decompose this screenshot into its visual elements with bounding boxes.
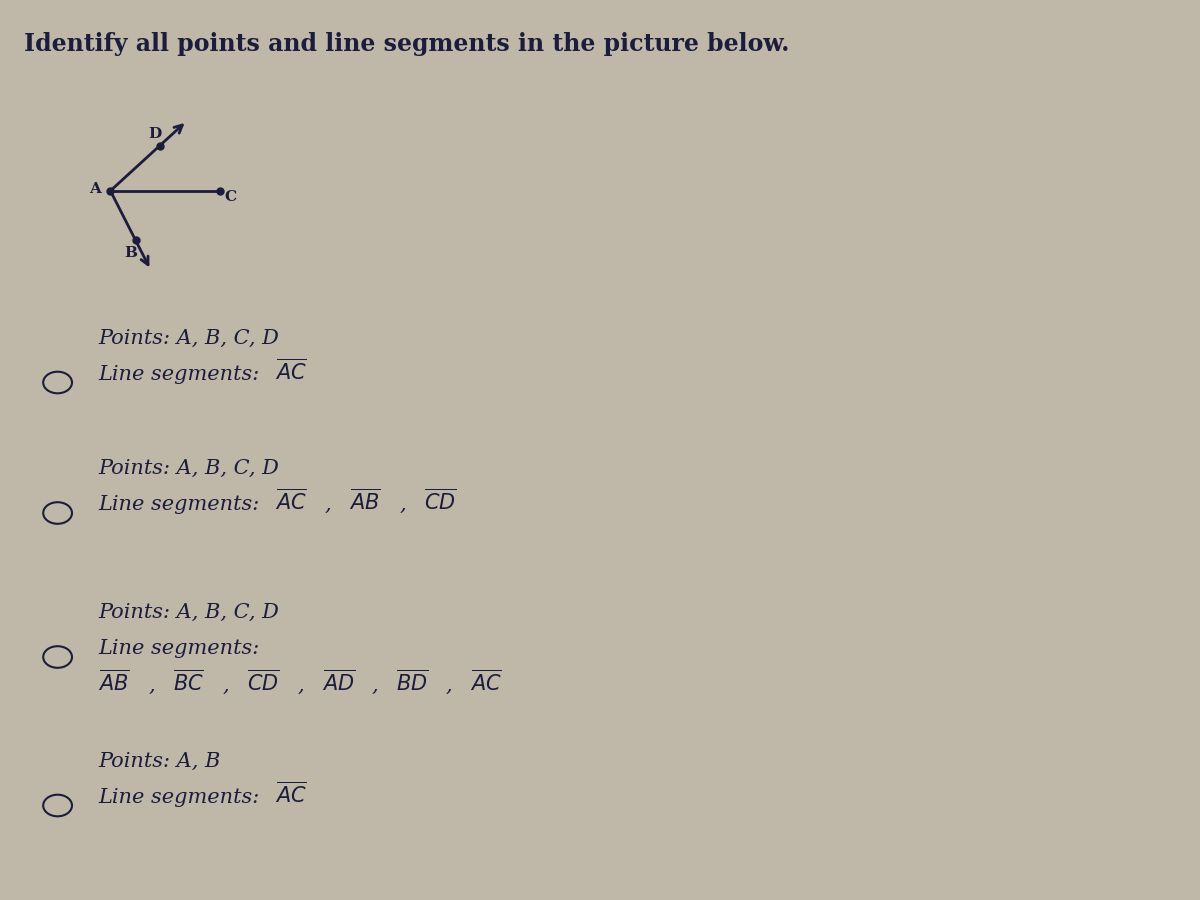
Text: ,: , [223, 676, 236, 695]
Text: A: A [89, 182, 101, 196]
Text: Line segments:: Line segments: [98, 495, 266, 514]
Text: ,: , [446, 676, 460, 695]
Text: ,: , [149, 676, 162, 695]
Text: Points: A, B, C, D: Points: A, B, C, D [98, 603, 280, 622]
Text: $\overline{\mathit{AC}}$: $\overline{\mathit{AC}}$ [275, 489, 307, 514]
Text: D: D [148, 127, 162, 141]
Text: $\overline{\mathit{BD}}$: $\overline{\mathit{BD}}$ [396, 670, 428, 695]
Text: $\overline{\mathit{AC}}$: $\overline{\mathit{AC}}$ [275, 781, 307, 806]
Text: Line segments:: Line segments: [98, 364, 266, 383]
Text: $\overline{\mathit{AC}}$: $\overline{\mathit{AC}}$ [470, 670, 503, 695]
Text: $\overline{\mathit{CD}}$: $\overline{\mathit{CD}}$ [424, 489, 456, 514]
Text: $\overline{\mathit{AB}}$: $\overline{\mathit{AB}}$ [349, 489, 380, 514]
Text: ,: , [298, 676, 311, 695]
Text: ,: , [372, 676, 385, 695]
Text: $\overline{\mathit{CD}}$: $\overline{\mathit{CD}}$ [247, 670, 280, 695]
Text: Points: A, B, C, D: Points: A, B, C, D [98, 328, 280, 347]
Text: ,: , [325, 495, 338, 514]
Text: $\overline{\mathit{AB}}$: $\overline{\mathit{AB}}$ [98, 670, 130, 695]
Text: Line segments:: Line segments: [98, 788, 266, 806]
Text: Points: A, B: Points: A, B [98, 752, 221, 770]
Text: Identify all points and line segments in the picture below.: Identify all points and line segments in… [24, 32, 790, 56]
Text: Line segments:: Line segments: [98, 639, 259, 658]
Text: $\overline{\mathit{AD}}$: $\overline{\mathit{AD}}$ [322, 670, 355, 695]
Text: C: C [224, 190, 236, 204]
Text: $\overline{\mathit{BC}}$: $\overline{\mathit{BC}}$ [173, 670, 204, 695]
Text: Points: A, B, C, D: Points: A, B, C, D [98, 459, 280, 478]
Text: $\overline{\mathit{AC}}$: $\overline{\mathit{AC}}$ [275, 358, 307, 383]
Text: ,: , [400, 495, 413, 514]
Text: B: B [125, 246, 137, 260]
